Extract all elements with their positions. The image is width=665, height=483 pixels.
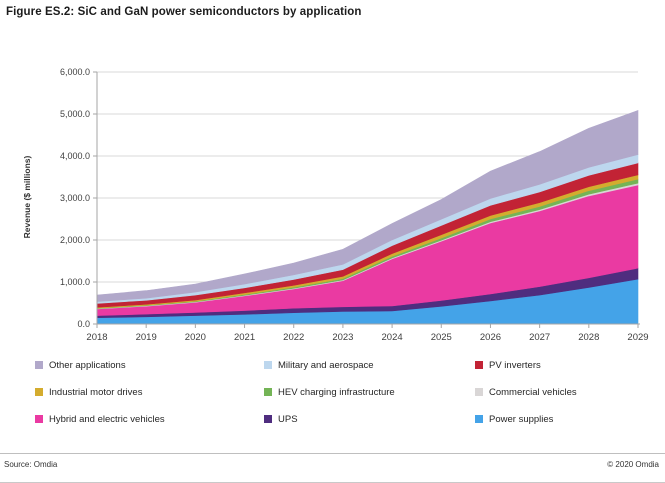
legend-item-other-applications: Other applications [35,358,264,372]
legend-item-power-supplies: Power supplies [475,412,645,426]
legend-swatch [35,415,43,423]
x-tick-label: 2029 [627,332,648,343]
y-axis-title: Revenue ($ millions) [22,155,32,239]
stacked-area-chart: 0.0 1,000.0 2,000.0 3,000.0 4,000.0 5,000.0 6,… [60,67,649,343]
x-tick-label: 2024 [382,332,403,343]
x-tick-label: 2026 [480,332,501,343]
footer-divider [0,453,665,454]
legend-label: Military and aerospace [278,359,374,371]
x-tick-label: 2019 [136,332,157,343]
legend-swatch [475,388,483,396]
legend-item-military-and-aerospace: Military and aerospace [264,358,475,372]
y-tick-label: 4,000.0 [60,151,90,161]
y-tick-label: 2,000.0 [60,235,90,245]
copyright-label: © 2020 Omdia [607,460,659,469]
legend-swatch [264,415,272,423]
legend-swatch [264,388,272,396]
x-tick-label: 2018 [86,332,107,343]
legend-swatch [35,388,43,396]
figure-title: Figure ES.2: SiC and GaN power semicondu… [6,6,362,18]
legend-swatch [264,361,272,369]
y-tick-label: 5,000.0 [60,109,90,119]
x-tick-label: 2028 [578,332,599,343]
legend-label: Power supplies [489,413,554,425]
y-tick-label: 6,000.0 [60,67,90,77]
x-tick-label: 2027 [529,332,550,343]
x-tick-label: 2022 [283,332,304,343]
legend-item-hybrid-and-electric-vehicles: Hybrid and electric vehicles [35,412,264,426]
legend-item-commercial-vehicles: Commercial vehicles [475,385,645,399]
legend-swatch [475,415,483,423]
y-tick-label: 1,000.0 [60,277,90,287]
y-tick-label: 3,000.0 [60,193,90,203]
legend-label: PV inverters [489,359,541,371]
x-tick-label: 2025 [431,332,452,343]
x-tick-label: 2020 [185,332,206,343]
area-other-applications [96,110,639,302]
legend-item-pv-inverters: PV inverters [475,358,645,372]
source-label: Source: Omdia [4,460,58,469]
legend-item-ups: UPS [264,412,475,426]
legend-item-hev-charging-infrastructure: HEV charging infrastructure [264,385,475,399]
chart-legend: Other applications Military and aerospace… [35,358,645,426]
legend-label: Commercial vehicles [489,386,577,398]
x-tick-label: 2023 [332,332,353,343]
legend-label: Other applications [49,359,126,371]
legend-label: Hybrid and electric vehicles [49,413,165,425]
legend-label: HEV charging infrastructure [278,386,395,398]
x-tick-label: 2021 [234,332,255,343]
y-tick-label: 0.0 [77,319,90,329]
legend-label: Industrial motor drives [49,386,143,398]
legend-swatch [35,361,43,369]
legend-swatch [475,361,483,369]
legend-item-industrial-motor-drives: Industrial motor drives [35,385,264,399]
legend-label: UPS [278,413,298,425]
